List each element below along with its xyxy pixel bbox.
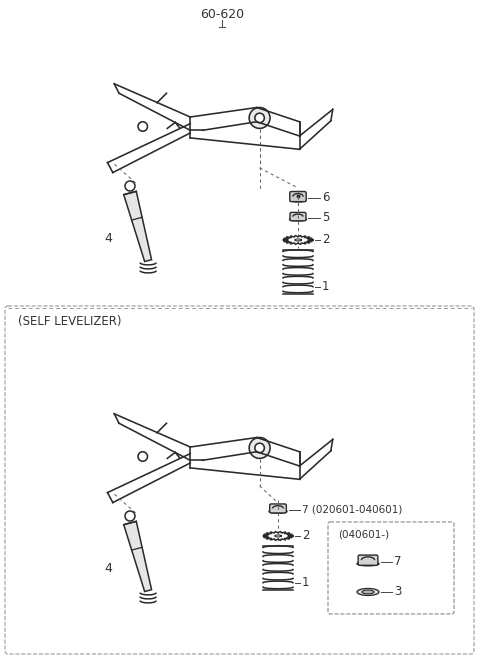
FancyBboxPatch shape [358, 555, 378, 565]
Circle shape [255, 443, 264, 453]
Text: 3: 3 [394, 585, 401, 598]
Text: 2: 2 [322, 234, 329, 247]
Text: 60-620: 60-620 [200, 7, 244, 20]
FancyBboxPatch shape [290, 192, 306, 201]
Ellipse shape [290, 198, 306, 202]
Ellipse shape [362, 590, 374, 594]
Ellipse shape [357, 588, 379, 596]
Text: 5: 5 [322, 211, 329, 224]
FancyBboxPatch shape [290, 213, 306, 221]
Text: 2: 2 [302, 529, 310, 543]
Text: 6: 6 [322, 192, 329, 205]
Ellipse shape [289, 218, 307, 221]
FancyBboxPatch shape [270, 504, 287, 513]
Text: 4: 4 [104, 232, 112, 245]
Polygon shape [124, 522, 152, 592]
Circle shape [255, 113, 264, 123]
Text: 7: 7 [394, 556, 401, 569]
Text: 1: 1 [302, 577, 310, 590]
Text: (040601-): (040601-) [338, 530, 389, 540]
Text: 4: 4 [104, 562, 112, 575]
Text: 7 (020601-040601): 7 (020601-040601) [302, 505, 402, 515]
Text: 1: 1 [322, 281, 329, 293]
Polygon shape [124, 192, 152, 262]
Circle shape [249, 108, 270, 129]
Circle shape [249, 438, 270, 459]
Ellipse shape [269, 510, 287, 513]
Text: (SELF LEVELIZER): (SELF LEVELIZER) [18, 316, 121, 329]
Ellipse shape [357, 562, 379, 566]
